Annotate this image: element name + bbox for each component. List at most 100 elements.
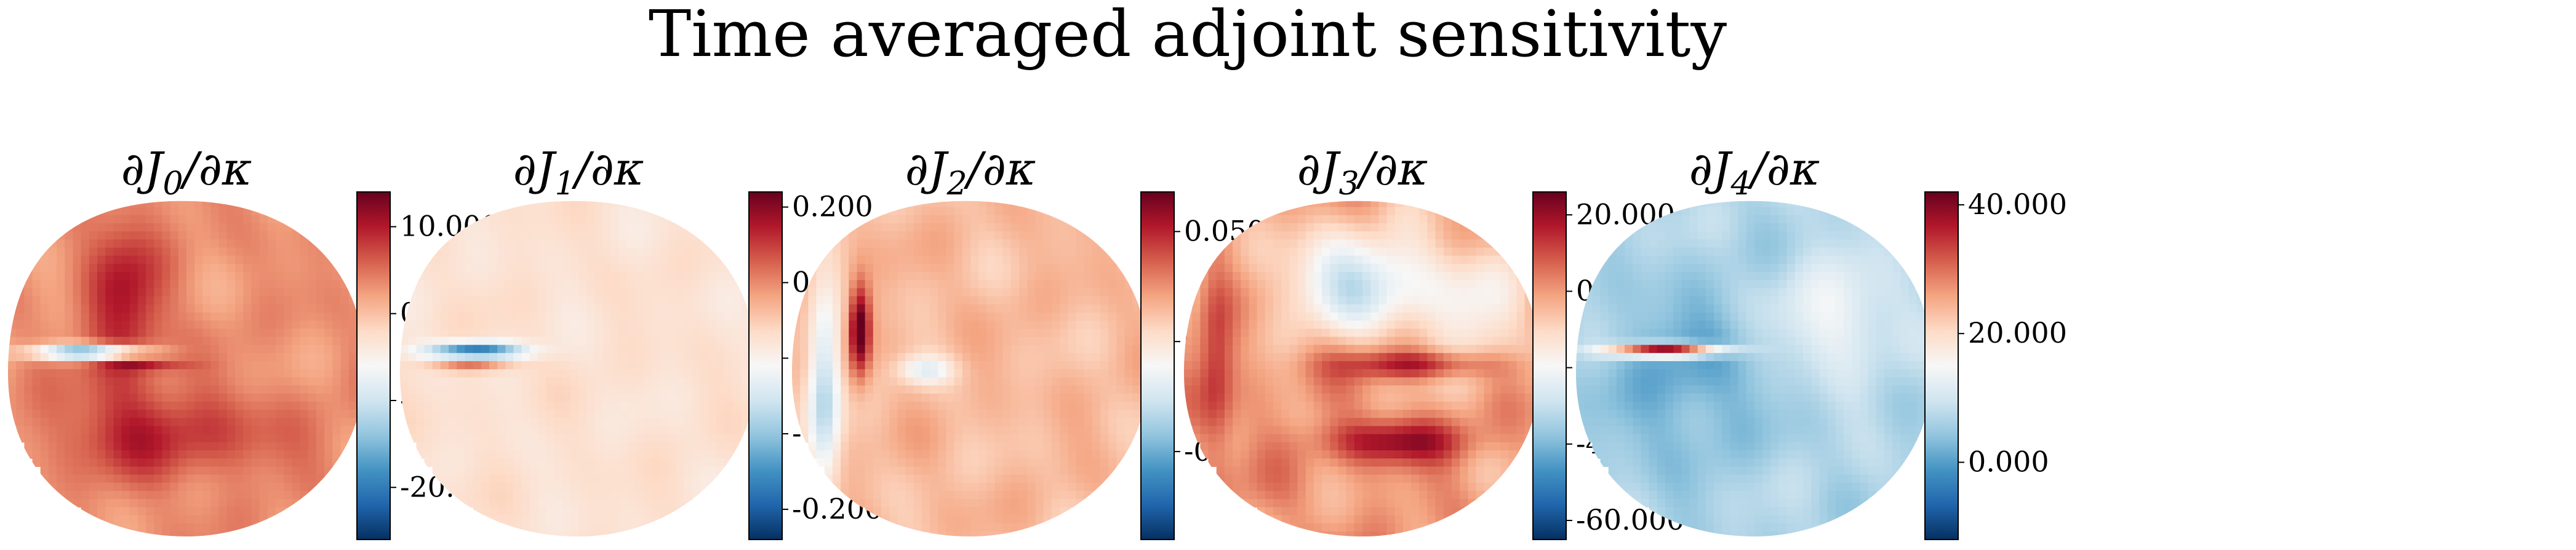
heatmap-cell: [668, 304, 676, 313]
heatmap-cell: [627, 361, 636, 370]
heatmap-cell: [162, 337, 171, 346]
heatmap-cell: [684, 280, 693, 289]
heatmap-cell: [1010, 345, 1020, 354]
heatmap-cell: [1043, 312, 1052, 321]
heatmap-cell: [913, 393, 922, 402]
heatmap-cell: [857, 466, 866, 476]
heatmap-cell: [897, 466, 906, 476]
heatmap-cell: [1108, 393, 1117, 402]
heatmap-cell: [105, 288, 114, 297]
heatmap-cell: [978, 531, 987, 536]
heatmap-cell: [194, 531, 203, 536]
heatmap-cell: [618, 280, 628, 289]
heatmap-cell: [1027, 426, 1036, 435]
heatmap-cell: [873, 507, 882, 516]
heatmap-cell: [154, 247, 163, 257]
heatmap-cell: [48, 418, 57, 427]
heatmap-cell: [424, 369, 433, 378]
heatmap-cell: [700, 393, 709, 402]
heatmap-cell: [716, 361, 725, 370]
heatmap-cell: [1043, 247, 1052, 257]
heatmap-cell: [554, 288, 563, 297]
heatmap-cell: [1216, 418, 1225, 427]
heatmap-cell: [48, 466, 57, 476]
heatmap-cell: [970, 418, 979, 427]
heatmap-cell: [473, 288, 482, 297]
heatmap-cell: [121, 474, 130, 484]
heatmap-cell: [1092, 223, 1101, 232]
heatmap-cell: [594, 255, 604, 265]
heatmap-cell: [497, 442, 506, 451]
heatmap-cell: [1043, 499, 1052, 508]
heatmap-cell: [954, 329, 963, 338]
heatmap-cell: [676, 223, 684, 232]
heatmap-cell: [921, 482, 930, 492]
heatmap-cell: [465, 482, 474, 492]
heatmap-cell: [121, 393, 130, 402]
heatmap-cell: [970, 434, 979, 443]
heatmap-cell: [202, 231, 212, 240]
heatmap-cell: [97, 458, 106, 467]
heatmap-cell: [105, 329, 114, 338]
heatmap-cell: [1019, 385, 1028, 394]
heatmap-cell: [546, 426, 555, 435]
heatmap-cell: [210, 450, 220, 459]
heatmap-cell: [1116, 385, 1126, 394]
heatmap-cell: [1084, 410, 1093, 418]
heatmap-cell: [449, 272, 457, 281]
heatmap-cell: [259, 361, 268, 370]
heatmap-cell: [226, 231, 236, 240]
heatmap-cell: [938, 458, 947, 467]
heatmap-cell: [416, 369, 425, 378]
heatmap-cell: [210, 442, 220, 451]
heatmap-cell: [529, 321, 538, 329]
heatmap-cell: [724, 377, 734, 386]
heatmap-cell: [570, 239, 579, 249]
heatmap-cell: [162, 393, 171, 402]
heatmap-cell: [594, 361, 604, 370]
heatmap-cell: [481, 474, 490, 484]
heatmap-cell: [610, 296, 620, 305]
heatmap-cell: [416, 304, 425, 313]
heatmap-cell: [424, 361, 433, 370]
heatmap-cell: [154, 385, 163, 394]
heatmap-cell: [546, 410, 555, 418]
heatmap-cell: [905, 393, 914, 402]
heatmap-cell: [684, 353, 693, 362]
heatmap-cell: [89, 426, 98, 435]
heatmap-cell: [1200, 426, 1209, 435]
heatmap-cell: [618, 263, 628, 273]
heatmap-cell: [186, 201, 195, 208]
heatmap-cell: [340, 272, 350, 281]
heatmap-cell: [824, 450, 833, 459]
heatmap-cell: [841, 426, 849, 435]
heatmap-cell: [857, 458, 866, 467]
heatmap-cell: [1092, 280, 1101, 289]
heatmap-cell: [73, 353, 82, 362]
heatmap-cell: [538, 482, 546, 492]
heatmap-cell: [300, 442, 309, 451]
heatmap-cell: [1216, 304, 1225, 313]
heatmap-cell: [602, 482, 612, 492]
heatmap-cell: [243, 345, 252, 354]
heatmap-cell: [457, 442, 466, 451]
heatmap-cell: [259, 353, 268, 362]
heatmap-cell: [1076, 466, 1085, 476]
heatmap-cell: [659, 288, 668, 297]
heatmap-cell: [716, 418, 725, 427]
heatmap-cell: [202, 499, 212, 508]
heatmap-cell: [465, 361, 474, 370]
heatmap-cell: [1002, 337, 1012, 346]
heatmap-cell: [170, 321, 179, 329]
heatmap-cell: [465, 231, 474, 240]
heatmap-cell: [105, 523, 114, 532]
heatmap-cell: [668, 337, 676, 346]
heatmap-cell: [1010, 247, 1020, 257]
heatmap-cell: [267, 296, 276, 305]
heatmap-cell: [1051, 231, 1060, 240]
heatmap-cell: [865, 296, 874, 305]
heatmap-cell: [1132, 345, 1142, 354]
heatmap-cell: [618, 329, 628, 338]
heatmap-cell: [651, 474, 660, 484]
heatmap-cell: [986, 410, 996, 418]
